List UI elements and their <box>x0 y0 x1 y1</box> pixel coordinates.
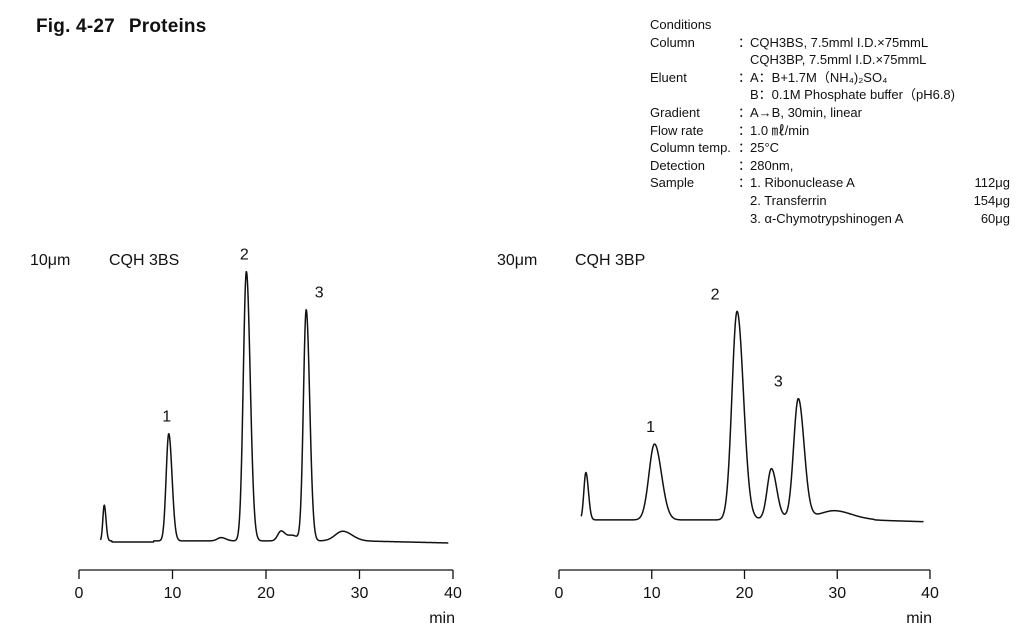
condition-row: Column ： CQH3BS, 7.5mml I.D.×75mmL <box>650 34 1010 52</box>
x-tick-label: 20 <box>736 585 754 602</box>
condition-row: Column temp. ： 25°C <box>650 139 1010 157</box>
conditions-rows: Column： CQH3BS, 7.5mml I.D.×75mmL CQH3BP, … <box>650 34 1010 228</box>
condition-value-cell: B：0.1M Phosphate buffer（pH6.8) <box>750 86 1010 104</box>
particle-size-label: 30μm <box>497 252 537 269</box>
condition-colon: ： <box>738 104 752 120</box>
peak-label: 2 <box>711 286 720 303</box>
x-tick-label: 0 <box>555 585 564 602</box>
condition-value: 1.0 ㎖/min <box>750 122 810 138</box>
condition-row: Detection ： 280nm, <box>650 157 1010 175</box>
condition-key: Eluent <box>650 69 687 85</box>
x-tick-label: 40 <box>921 585 939 602</box>
condition-value-cell: 25°C <box>750 139 1010 157</box>
condition-value-cell: CQH3BP, 7.5mml I.D.×75mmL <box>750 51 1010 69</box>
particle-size-label: 10μm <box>30 252 70 269</box>
condition-row: 2. Transferrin 154μg <box>650 192 1010 210</box>
chromatogram-trace <box>580 310 924 523</box>
x-tick-label: 10 <box>164 585 182 602</box>
condition-key: Column <box>650 34 695 50</box>
condition-row: Eluent ： A：B+1.7M（NH₄)₂SO₄ <box>650 69 1010 87</box>
figure-number: Fig. 4-27 <box>36 16 115 37</box>
x-tick-label: 40 <box>444 585 462 602</box>
condition-colon: ： <box>738 175 752 191</box>
condition-row: CQH3BP, 7.5mml I.D.×75mmL <box>650 51 1010 69</box>
peak-label: 3 <box>315 285 324 302</box>
x-axis-label: min <box>429 610 455 627</box>
condition-value: 2. Transferrin <box>750 192 827 208</box>
condition-colon: ： <box>738 34 752 50</box>
x-tick-label: 10 <box>643 585 661 602</box>
condition-row: 3. α-Chymotrypshinogen A 60μg <box>650 210 1010 228</box>
condition-value-cell: 2. Transferrin 154μg <box>750 192 1010 210</box>
condition-value-cell: 280nm, <box>750 157 1010 175</box>
x-tick-label: 0 <box>75 585 84 602</box>
column-label: CQH 3BS <box>109 252 179 269</box>
sample-amount: 154μg <box>973 192 1010 208</box>
condition-value: 3. α-Chymotrypshinogen A <box>750 210 904 226</box>
condition-value: B：0.1M Phosphate buffer（pH6.8) <box>750 87 955 103</box>
peak-label: 1 <box>646 419 655 436</box>
column-label: CQH 3BP <box>575 252 645 269</box>
condition-colon: ： <box>738 140 752 156</box>
condition-key: Column temp. <box>650 140 731 156</box>
condition-key: Detection <box>650 157 705 173</box>
x-tick-label: 30 <box>828 585 846 602</box>
condition-key: Gradient <box>650 104 700 120</box>
sample-amount: 60μg <box>980 210 1010 226</box>
peak-label: 2 <box>240 246 249 263</box>
condition-row: Gradient ： A→B, 30min, linear <box>650 104 1010 122</box>
condition-value: A：B+1.7M（NH₄)₂SO₄ <box>750 69 888 85</box>
x-axis-label: min <box>906 610 932 627</box>
sample-amount: 112μg <box>974 175 1010 191</box>
condition-value: CQH3BP, 7.5mml I.D.×75mmL <box>750 52 927 68</box>
condition-row: Flow rate ： 1.0 ㎖/min <box>650 122 1010 140</box>
x-tick-label: 20 <box>257 585 275 602</box>
x-tick-label: 30 <box>351 585 369 602</box>
condition-value: 280nm, <box>750 157 794 173</box>
figure-subject: Proteins <box>128 16 207 37</box>
condition-key: Sample <box>650 175 695 191</box>
peak-label: 1 <box>162 409 171 426</box>
condition-value-cell: A→B, 30min, linear <box>750 104 1010 122</box>
condition-value-cell: A：B+1.7M（NH₄)₂SO₄ <box>750 69 1010 87</box>
figure-title: Fig. 4-27 Proteins <box>36 16 207 38</box>
condition-value: A→B, 30min, linear <box>750 104 862 120</box>
condition-row: Sample ： 1. Ribonuclease A 112μg <box>650 174 1010 192</box>
condition-value-cell: 1. Ribonuclease A 112μg <box>750 174 1010 192</box>
peak-label: 3 <box>774 374 783 391</box>
condition-row: B：0.1M Phosphate buffer（pH6.8) <box>650 86 1010 104</box>
conditions-heading: Conditions <box>650 17 712 32</box>
condition-value: 25°C <box>750 140 780 156</box>
conditions-panel: Conditions Column： CQH3BS, 7.5mml I.D.×75… <box>650 16 1010 227</box>
condition-value-cell: 1.0 ㎖/min <box>750 122 1010 140</box>
condition-value-cell: 3. α-Chymotrypshinogen A 60μg <box>750 210 1010 228</box>
condition-colon: ： <box>738 122 752 138</box>
condition-value-cell: CQH3BS, 7.5mml I.D.×75mmL <box>750 34 1010 52</box>
condition-value: 1. Ribonuclease A <box>750 175 855 191</box>
condition-value: CQH3BS, 7.5mml I.D.×75mmL <box>750 34 929 50</box>
condition-colon: ： <box>738 69 752 85</box>
condition-colon: ： <box>738 157 752 173</box>
chromatogram-trace <box>99 271 449 544</box>
condition-key: Flow rate <box>650 122 704 138</box>
